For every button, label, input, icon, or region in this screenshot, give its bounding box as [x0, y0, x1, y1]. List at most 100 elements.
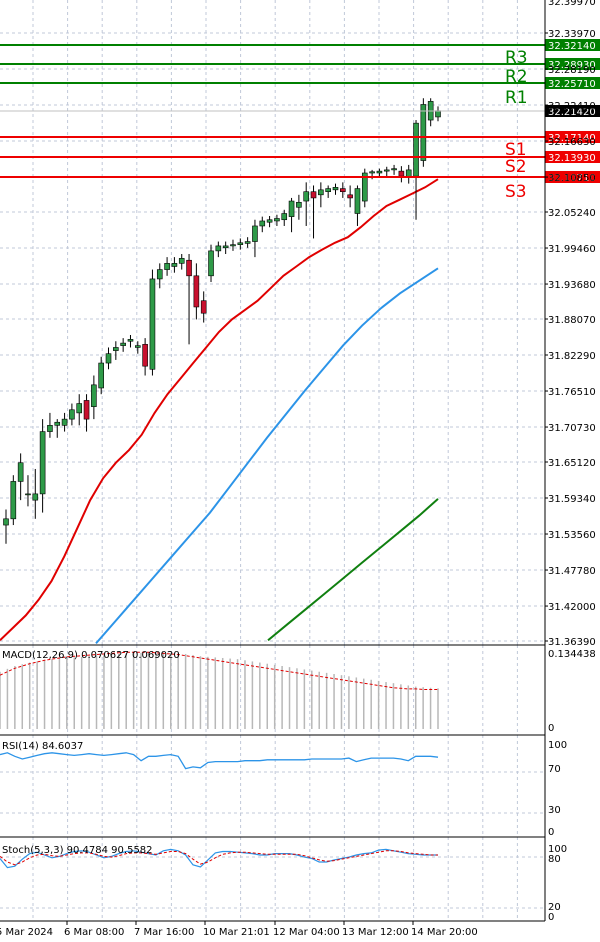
- candle: [98, 356, 104, 395]
- current-price-box: [545, 105, 600, 117]
- candle: [391, 164, 397, 175]
- rsi-label: RSI(14) 84.6037: [2, 741, 83, 752]
- candle: [288, 197, 295, 233]
- y-tick-label: 31.36390: [548, 637, 596, 648]
- candle: [17, 453, 24, 501]
- candle-body: [274, 218, 280, 222]
- candle-body: [61, 418, 68, 426]
- y-tick-label: 31.88070: [548, 315, 596, 326]
- y-tick-label: 31.93680: [548, 280, 596, 291]
- level-value-box: [545, 171, 600, 183]
- candle: [25, 475, 31, 507]
- level-value-label: 32.32140: [548, 41, 596, 52]
- candle-body: [32, 493, 39, 501]
- moving-averages: [0, 178, 439, 645]
- candle-body: [76, 403, 83, 414]
- candle: [332, 183, 339, 195]
- candles: [3, 98, 441, 544]
- candle-body: [17, 462, 24, 482]
- candle-body: [310, 191, 317, 199]
- candle: [134, 341, 141, 354]
- candle: [10, 475, 17, 526]
- candle: [215, 241, 222, 258]
- candle-body: [98, 362, 104, 389]
- candle-body: [332, 187, 339, 191]
- ma-green-line: [267, 498, 439, 642]
- candle: [354, 185, 361, 226]
- candle: [32, 468, 39, 519]
- pane-borders: [0, 0, 546, 922]
- candle: [340, 182, 346, 198]
- candle-body: [266, 219, 273, 223]
- level-value-box: [545, 151, 600, 163]
- stoch-k-line: [0, 848, 438, 869]
- candle-body: [413, 122, 419, 177]
- candle: [266, 215, 273, 228]
- candle-body: [215, 245, 222, 252]
- candle-body: [347, 194, 353, 199]
- candle-body: [354, 188, 361, 214]
- y-tick-label: 31.70730: [548, 423, 596, 434]
- candle-body: [244, 241, 251, 244]
- level-name-label: R1: [505, 88, 528, 108]
- candle-body: [391, 168, 397, 171]
- candle-body: [325, 188, 331, 192]
- candle: [76, 394, 83, 426]
- level-name-label: S1: [505, 140, 527, 160]
- candle-body: [178, 258, 185, 264]
- candle: [303, 182, 310, 226]
- candle-body: [398, 170, 405, 177]
- level-value-label: 32.13930: [548, 153, 596, 164]
- rsi-line: [0, 752, 439, 770]
- macd-label: MACD(12,26,9) 0.070627 0.069020: [2, 650, 180, 661]
- macd-signal-line: [0, 651, 438, 690]
- candle-body: [127, 339, 134, 342]
- y-tick-label: 31.42000: [548, 602, 596, 613]
- level-value-box: [545, 39, 600, 51]
- stoch-tick-100: 100: [548, 844, 567, 855]
- candle: [113, 341, 119, 360]
- candle-body: [383, 169, 390, 172]
- candle-body: [252, 225, 258, 242]
- candle-body: [134, 345, 141, 348]
- stoch-tick-0: 0: [548, 912, 554, 923]
- candle: [230, 239, 236, 251]
- candle-body: [376, 170, 383, 174]
- candle: [325, 185, 331, 198]
- candle-body: [435, 110, 441, 118]
- rsi-tick-70: 70: [548, 764, 561, 775]
- candle: [83, 394, 90, 432]
- candle-body: [120, 342, 126, 346]
- ma-red-line: [0, 178, 439, 642]
- candle-body: [237, 242, 244, 245]
- level-value-label: 32.28930: [548, 60, 596, 71]
- candle-body: [105, 353, 112, 364]
- y-tick-label: 32.39970: [548, 0, 596, 8]
- candle: [149, 269, 156, 376]
- candle-body: [208, 250, 214, 277]
- candle-body: [281, 213, 288, 221]
- x-tick-label: 5 Mar 2024: [0, 927, 53, 938]
- candle: [259, 216, 266, 233]
- candle-body: [69, 409, 75, 420]
- x-tick-label: 10 Mar 21:01: [203, 927, 270, 938]
- x-tick-label: 13 Mar 12:00: [342, 927, 409, 938]
- candle: [237, 238, 244, 250]
- x-tick-label: 6 Mar 08:00: [64, 927, 124, 938]
- candle: [91, 375, 97, 420]
- candle-body: [186, 259, 192, 277]
- y-tick-label: 31.82290: [548, 351, 596, 362]
- candle: [164, 257, 170, 276]
- candle-body: [47, 425, 53, 432]
- candle: [274, 214, 280, 226]
- candle: [361, 168, 368, 208]
- x-tick-label: 12 Mar 04:00: [273, 927, 340, 938]
- candle: [186, 254, 192, 345]
- candle-body: [303, 191, 310, 202]
- y-tick-label: 31.99460: [548, 244, 596, 255]
- candle: [156, 263, 163, 289]
- x-tick-label: 7 Mar 16:00: [134, 927, 194, 938]
- candle: [61, 412, 68, 432]
